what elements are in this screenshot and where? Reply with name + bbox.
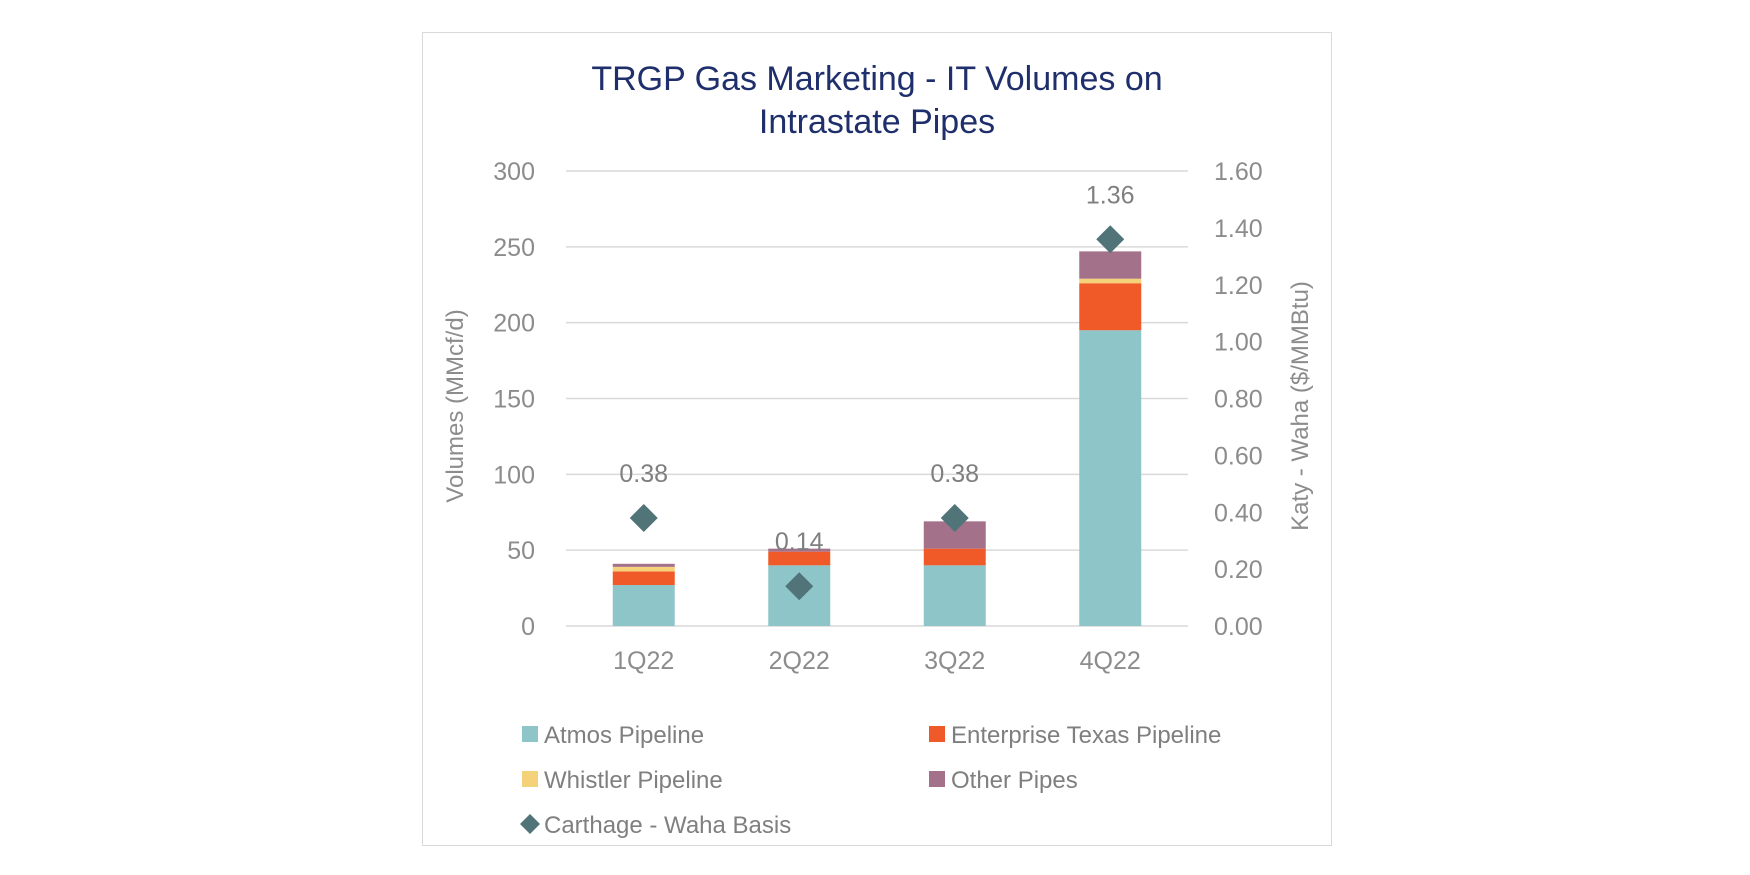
- legend-swatch-whistler-pipeline: [522, 771, 538, 787]
- marker-3q22: [940, 503, 969, 532]
- bar-whistler-pipeline-1q22: [612, 566, 675, 572]
- y-tick-label: 0: [521, 613, 535, 641]
- marker-2q22: [785, 572, 814, 601]
- marker-4q22: [1096, 225, 1125, 254]
- y-tick-label: 250: [493, 234, 535, 262]
- bar-atmos-pipeline-1q22: [612, 585, 675, 626]
- y2-tick-label: 1.60: [1214, 158, 1263, 186]
- bar-whistler-pipeline-4q22: [1079, 278, 1142, 284]
- bar-enterprise-texas-pipeline-4q22: [1079, 283, 1142, 331]
- y2-tick-label: 0.20: [1214, 556, 1263, 584]
- y2-tick-label: 1.20: [1214, 272, 1263, 300]
- data-label: 0.38: [619, 460, 668, 488]
- legend-swatch-atmos-pipeline: [522, 726, 538, 742]
- y-tick-label: 300: [493, 158, 535, 186]
- bar-other-pipes-1q22: [612, 563, 675, 567]
- legend-swatch-carthage-waha-basis: [520, 814, 540, 834]
- x-tick-label: 1Q22: [613, 647, 674, 675]
- y2-tick-label: 0.60: [1214, 442, 1263, 470]
- data-label: 1.36: [1086, 181, 1135, 209]
- bar-atmos-pipeline-3q22: [923, 565, 986, 626]
- y-axis-title: Volumes (MMcf/d): [442, 309, 469, 502]
- y2-axis-title: Katy - Waha ($/MMBtu): [1287, 281, 1314, 531]
- legend-label-atmos-pipeline: Atmos Pipeline: [544, 722, 704, 749]
- legend-swatch-other-pipes: [929, 771, 945, 787]
- data-label: 0.38: [930, 460, 979, 488]
- y2-tick-label: 0.80: [1214, 386, 1263, 414]
- chart-title: Intrastate Pipes: [759, 103, 995, 141]
- bar-other-pipes-4q22: [1079, 251, 1142, 279]
- bar-enterprise-texas-pipeline-1q22: [612, 571, 675, 586]
- y-tick-label: 50: [507, 537, 535, 565]
- bar-atmos-pipeline-4q22: [1079, 330, 1142, 626]
- y2-tick-label: 1.00: [1214, 329, 1263, 357]
- legend-label-carthage-waha-basis: Carthage - Waha Basis: [544, 812, 791, 839]
- bar-enterprise-texas-pipeline-3q22: [923, 548, 986, 566]
- legend-label-whistler-pipeline: Whistler Pipeline: [544, 767, 723, 794]
- y-tick-label: 100: [493, 461, 535, 489]
- legend-label-enterprise-texas-pipeline: Enterprise Texas Pipeline: [951, 722, 1221, 749]
- bar-other-pipes-2q22: [768, 548, 831, 552]
- legend-swatch-enterprise-texas-pipeline: [929, 726, 945, 742]
- y2-tick-label: 0.40: [1214, 499, 1263, 527]
- y2-tick-label: 1.40: [1214, 215, 1263, 243]
- chart-title: TRGP Gas Marketing - IT Volumes on: [591, 60, 1162, 98]
- bar-enterprise-texas-pipeline-2q22: [768, 551, 831, 566]
- x-tick-label: 2Q22: [769, 647, 830, 675]
- y2-tick-label: 0.00: [1214, 613, 1263, 641]
- data-label: 0.14: [775, 528, 824, 556]
- chart-frame: [422, 32, 1332, 846]
- marker-1q22: [629, 503, 658, 532]
- legend-label-other-pipes: Other Pipes: [951, 767, 1078, 794]
- x-tick-label: 4Q22: [1080, 647, 1141, 675]
- y-tick-label: 200: [493, 310, 535, 338]
- x-tick-label: 3Q22: [924, 647, 985, 675]
- y-tick-label: 150: [493, 386, 535, 414]
